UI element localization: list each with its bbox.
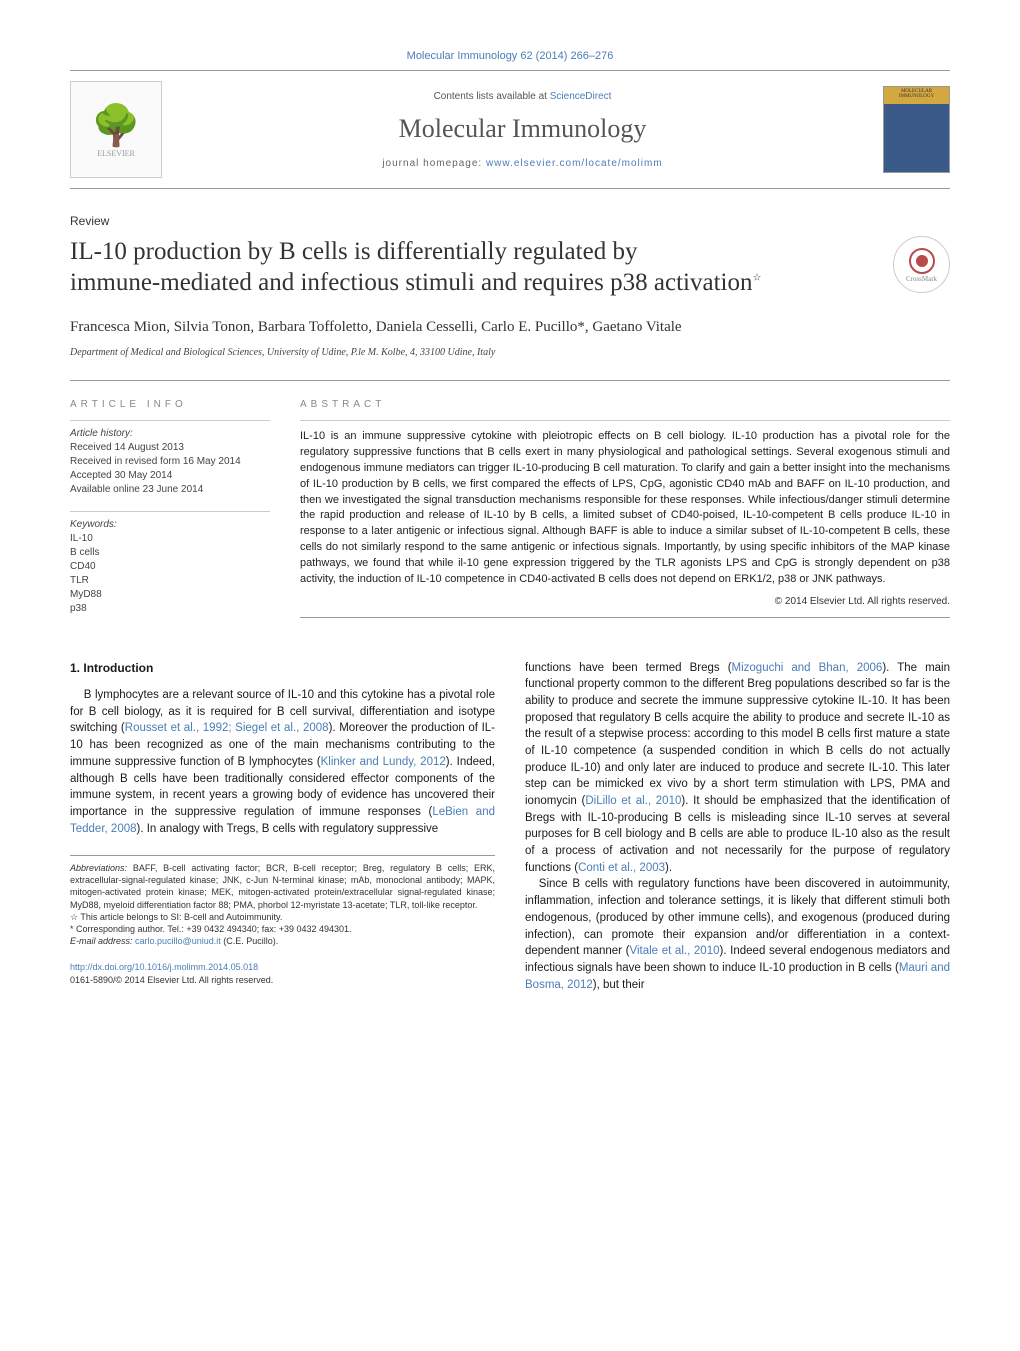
keyword: p38 xyxy=(70,602,270,616)
homepage-line: journal homepage: www.elsevier.com/locat… xyxy=(162,158,883,169)
si-note: ☆ This article belongs to SI: B-cell and… xyxy=(70,911,495,923)
keyword: IL-10 xyxy=(70,532,270,546)
crossmark-icon xyxy=(908,247,936,275)
abstract-column: abstract IL-10 is an immune suppressive … xyxy=(300,399,950,630)
abstract-heading: abstract xyxy=(300,399,950,410)
title-footnote-star: ☆ xyxy=(752,273,761,284)
intro-paragraph-1: B lymphocytes are a relevant source of I… xyxy=(70,687,495,837)
article-title: IL-10 production by B cells is different… xyxy=(70,236,873,299)
ref-link[interactable]: DiLillo et al., 2010 xyxy=(585,795,681,807)
journal-cover-thumbnail xyxy=(883,86,950,173)
homepage-prefix: journal homepage: xyxy=(382,158,486,169)
corresponding-author-note: * Corresponding author. Tel.: +39 0432 4… xyxy=(70,923,495,935)
email-link[interactable]: carlo.pucillo@uniud.it xyxy=(135,936,221,946)
footnotes-block: Abbreviations: BAFF, B-cell activating f… xyxy=(70,855,495,947)
elsevier-tree-icon: 🌳 xyxy=(91,102,141,149)
crossmark-label: CrossMark xyxy=(906,275,937,283)
homepage-link[interactable]: www.elsevier.com/locate/molimm xyxy=(486,158,663,169)
history-label: Article history: xyxy=(70,427,270,441)
ref-link[interactable]: Vitale et al., 2010 xyxy=(629,945,719,957)
publisher-name: ELSEVIER xyxy=(97,149,135,158)
keywords-block: Keywords: IL-10 B cells CD40 TLR MyD88 p… xyxy=(70,511,270,616)
received-date: Received 14 August 2013 xyxy=(70,441,270,455)
journal-header-box: 🌳 ELSEVIER Contents lists available at S… xyxy=(70,70,950,189)
keyword: CD40 xyxy=(70,560,270,574)
keyword: TLR xyxy=(70,574,270,588)
abbreviations-note: Abbreviations: BAFF, B-cell activating f… xyxy=(70,862,495,911)
title-row: IL-10 production by B cells is different… xyxy=(70,236,950,299)
title-line-2: immune-mediated and infectious stimuli a… xyxy=(70,269,752,296)
ref-link[interactable]: Klinker and Lundy, 2012 xyxy=(321,756,446,768)
abbrev-text: BAFF, B-cell activating factor; BCR, B-c… xyxy=(70,863,495,909)
citation-header: Molecular Immunology 62 (2014) 266–276 xyxy=(70,50,950,62)
ref-link[interactable]: Mizoguchi and Bhan, 2006 xyxy=(732,662,883,674)
ref-link[interactable]: Rousset et al., 1992; Siegel et al., 200… xyxy=(125,722,329,734)
article-info-heading: article info xyxy=(70,399,270,410)
abbrev-label: Abbreviations: xyxy=(70,863,127,873)
email-line: E-mail address: carlo.pucillo@uniud.it (… xyxy=(70,935,495,947)
doi-block: http://dx.doi.org/10.1016/j.molimm.2014.… xyxy=(70,961,495,987)
info-abstract-row: article info Article history: Received 1… xyxy=(70,380,950,630)
ref-link[interactable]: Conti et al., 2003 xyxy=(578,862,665,874)
abstract-text: IL-10 is an immune suppressive cytokine … xyxy=(300,420,950,588)
abstract-copyright: © 2014 Elsevier Ltd. All rights reserved… xyxy=(300,596,950,607)
section-1-heading: 1. Introduction xyxy=(70,660,495,677)
keyword: B cells xyxy=(70,546,270,560)
contents-line: Contents lists available at ScienceDirec… xyxy=(162,91,883,102)
header-center: Contents lists available at ScienceDirec… xyxy=(162,91,883,169)
intro-paragraph-1-cont: functions have been termed Bregs (Mizogu… xyxy=(525,660,950,877)
page-container: Molecular Immunology 62 (2014) 266–276 🌳… xyxy=(0,0,1020,1033)
body-columns: 1. Introduction B lymphocytes are a rele… xyxy=(70,660,950,993)
doi-link[interactable]: http://dx.doi.org/10.1016/j.molimm.2014.… xyxy=(70,962,258,972)
sciencedirect-link[interactable]: ScienceDirect xyxy=(550,91,612,102)
keywords-label: Keywords: xyxy=(70,518,270,532)
email-label: E-mail address: xyxy=(70,936,135,946)
journal-name: Molecular Immunology xyxy=(162,114,883,144)
article-type: Review xyxy=(70,214,950,228)
online-date: Available online 23 June 2014 xyxy=(70,483,270,497)
authors: Francesca Mion, Silvia Tonon, Barbara To… xyxy=(70,317,950,337)
intro-paragraph-2: Since B cells with regulatory functions … xyxy=(525,876,950,993)
crossmark-badge[interactable]: CrossMark xyxy=(893,236,950,293)
issn-copyright: 0161-5890/© 2014 Elsevier Ltd. All right… xyxy=(70,975,273,985)
revised-date: Received in revised form 16 May 2014 xyxy=(70,455,270,469)
elsevier-logo: 🌳 ELSEVIER xyxy=(70,81,162,178)
body-column-left: 1. Introduction B lymphocytes are a rele… xyxy=(70,660,495,993)
affiliation: Department of Medical and Biological Sci… xyxy=(70,347,950,358)
abstract-bottom-rule xyxy=(300,617,950,618)
article-history-block: Article history: Received 14 August 2013… xyxy=(70,420,270,497)
keyword: MyD88 xyxy=(70,588,270,602)
body-column-right: functions have been termed Bregs (Mizogu… xyxy=(525,660,950,993)
contents-prefix: Contents lists available at xyxy=(434,91,550,102)
email-suffix: (C.E. Pucillo). xyxy=(221,936,279,946)
title-line-1: IL-10 production by B cells is different… xyxy=(70,238,637,265)
article-info-column: article info Article history: Received 1… xyxy=(70,399,270,630)
accepted-date: Accepted 30 May 2014 xyxy=(70,469,270,483)
